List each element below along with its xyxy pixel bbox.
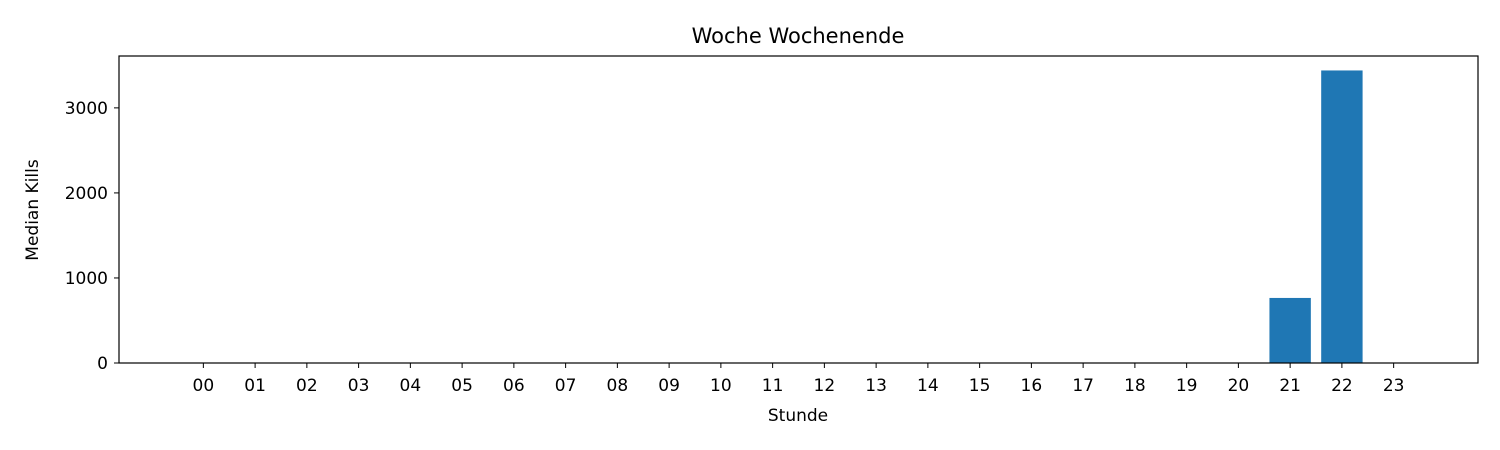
x-tick-label-21: 21 [1279, 376, 1301, 396]
x-axis-label: Stunde [768, 406, 828, 426]
x-tick-label-05: 05 [451, 376, 473, 396]
y-axis-label: Median Kills [23, 159, 43, 261]
x-tick-label-17: 17 [1072, 376, 1094, 396]
x-tick-label-10: 10 [710, 376, 732, 396]
y-tick-label-3000: 3000 [65, 99, 108, 119]
x-tick-label-18: 18 [1124, 376, 1146, 396]
x-tick-label-08: 08 [607, 376, 629, 396]
x-tick-label-23: 23 [1383, 376, 1405, 396]
x-tick-label-04: 04 [400, 376, 422, 396]
x-tick-label-09: 09 [658, 376, 680, 396]
x-tick-label-20: 20 [1228, 376, 1250, 396]
x-tick-label-02: 02 [296, 376, 318, 396]
y-tick-label-1000: 1000 [65, 269, 108, 289]
y-ticks-group: 0 1000 2000 3000 [65, 99, 119, 374]
x-tick-label-12: 12 [814, 376, 836, 396]
x-tick-label-22: 22 [1331, 376, 1353, 396]
x-tick-label-15: 15 [969, 376, 991, 396]
x-tick-label-14: 14 [917, 376, 939, 396]
y-tick-label-2000: 2000 [65, 184, 108, 204]
bar-22 [1321, 70, 1363, 363]
x-tick-label-19: 19 [1176, 376, 1198, 396]
x-tick-label-01: 01 [244, 376, 266, 396]
x-tick-label-07: 07 [555, 376, 577, 396]
x-tick-label-03: 03 [348, 376, 370, 396]
x-tick-label-00: 00 [193, 376, 215, 396]
chart-title: Woche Wochenende [692, 24, 905, 48]
plot-area-frame [118, 55, 1479, 364]
x-tick-label-06: 06 [503, 376, 525, 396]
bars-group [1269, 70, 1363, 363]
x-tick-label-11: 11 [762, 376, 784, 396]
x-tick-label-13: 13 [865, 376, 887, 396]
x-ticks-group: 00 01 02 03 04 05 06 07 08 09 10 11 12 13 14 15 16 17 18 19… [193, 363, 1405, 396]
x-tick-label-16: 16 [1021, 376, 1043, 396]
bar-21 [1269, 297, 1311, 363]
y-tick-label-0: 0 [97, 354, 108, 374]
